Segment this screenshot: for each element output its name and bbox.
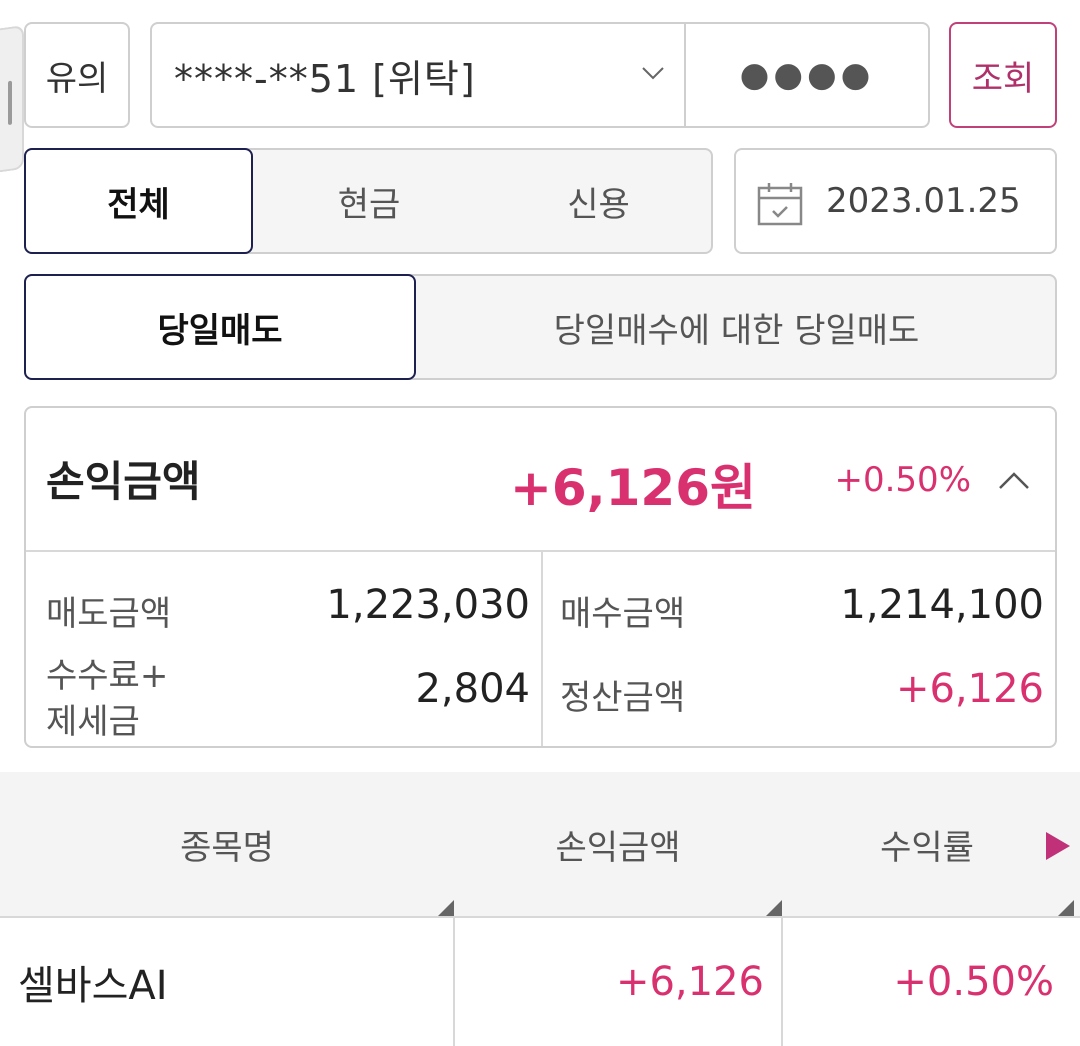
fee-label-line1: 수수료+ [46,656,169,696]
fee-label-line2: 제세금 [46,702,140,742]
header-pnl[interactable]: 손익금액 [555,827,681,868]
divider [541,551,543,746]
fee-value: 2,804 [415,666,530,712]
stock-name: 셀바스AI [18,963,168,1009]
buy-amount-value: 1,214,100 [840,582,1044,628]
password-field[interactable]: ●●●● [739,55,875,95]
settle-amount-label: 정산금액 [560,678,686,718]
scroll-right-arrow-icon[interactable] [1046,832,1070,860]
calendar-icon [757,183,803,226]
divider [684,24,686,126]
date-value: 2023.01.25 [826,181,1021,221]
grip-icon [8,80,12,126]
summary-card: 손익금액 +6,126원 +0.50% 매도금액 1,223,030 매수금액 … [24,406,1057,748]
summary-rate: +0.50% [834,460,972,500]
type-segment: 전체 현금 신용 [24,148,713,254]
header-rate[interactable]: 수익률 [880,827,974,868]
sell-amount-value: 1,223,030 [326,582,530,628]
divider [453,918,455,1046]
tab-same-day-sell[interactable]: 당일매도 [24,274,416,380]
sort-corner-icon [1058,900,1074,916]
account-box: ****-**51 [위탁] ●●●● [150,22,930,128]
header-stock-name[interactable]: 종목명 [180,827,274,868]
mode-segment: 당일매도 당일매수에 대한 당일매도 [24,274,1057,380]
sort-corner-icon [438,900,454,916]
tab-all[interactable]: 전체 [24,148,253,254]
settle-amount-value: +6,126 [895,666,1044,712]
chevron-down-icon [642,67,664,80]
tab-credit[interactable]: 신용 [567,184,630,225]
sell-amount-label: 매도금액 [46,594,172,634]
tab-same-day-sell-on-buy[interactable]: 당일매수에 대한 당일매도 [553,310,920,351]
summary-title: 손익금액 [46,457,201,506]
table-header: 종목명 손익금액 수익률 [0,772,1080,916]
divider [26,550,1055,552]
stock-pnl: +6,126 [615,959,764,1005]
chevron-up-icon[interactable] [996,462,1032,498]
table-row[interactable]: 셀바스AI +6,126 +0.50% [0,916,1080,1046]
account-select[interactable]: ****-**51 [위탁] [152,24,686,126]
sort-corner-icon [766,900,782,916]
buy-amount-label: 매수금액 [560,594,686,634]
summary-amount: +6,126원 [509,459,756,517]
tab-cash[interactable]: 현금 [337,184,401,225]
side-drawer-handle[interactable] [0,24,24,176]
search-button[interactable]: 조회 [949,22,1057,128]
account-number: ****-**51 [위탁] [174,56,476,101]
date-picker[interactable]: 2023.01.25 [734,148,1057,254]
notice-button[interactable]: 유의 [24,22,130,128]
stock-rate: +0.50% [893,959,1054,1005]
divider [781,918,783,1046]
